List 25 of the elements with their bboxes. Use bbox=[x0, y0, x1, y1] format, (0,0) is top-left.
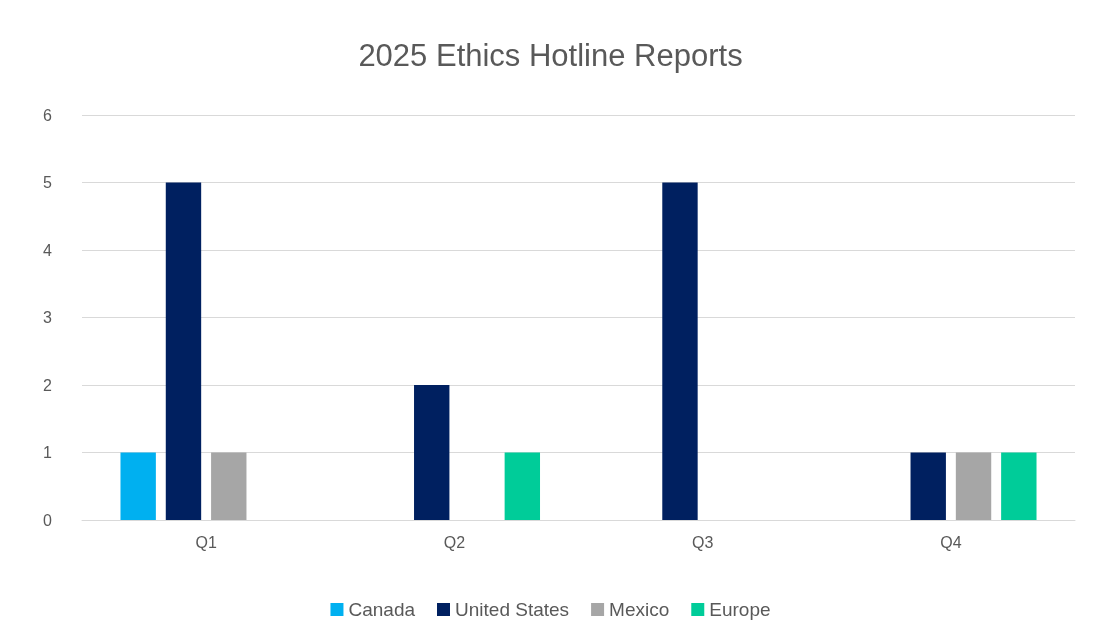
y-tick-label: 3 bbox=[43, 309, 53, 326]
chart-title: 2025 Ethics Hotline Reports bbox=[358, 38, 743, 73]
y-tick-label: 5 bbox=[43, 174, 53, 191]
x-tick-label: Q3 bbox=[691, 533, 714, 551]
bar bbox=[910, 452, 946, 520]
bar bbox=[955, 452, 992, 520]
bar bbox=[120, 452, 156, 520]
bar bbox=[211, 452, 247, 520]
bar bbox=[165, 182, 202, 520]
bar bbox=[414, 385, 450, 520]
legend-label: Europe bbox=[709, 599, 771, 620]
y-tick-label: 4 bbox=[43, 241, 53, 259]
y-tick-label: 6 bbox=[43, 106, 53, 124]
x-tick-label: Q4 bbox=[940, 533, 962, 551]
legend-label: Canada bbox=[348, 599, 416, 620]
x-tick-label: Q2 bbox=[443, 533, 466, 551]
y-tick-label: 1 bbox=[43, 444, 53, 461]
legend-label: Mexico bbox=[609, 599, 670, 620]
y-tick-label: 0 bbox=[43, 511, 53, 529]
bar bbox=[1001, 452, 1037, 520]
bar bbox=[662, 182, 698, 520]
bar bbox=[504, 452, 541, 520]
y-tick-label: 2 bbox=[43, 376, 53, 394]
x-tick-label: Q1 bbox=[195, 533, 217, 551]
legend-label: United States bbox=[455, 599, 570, 620]
